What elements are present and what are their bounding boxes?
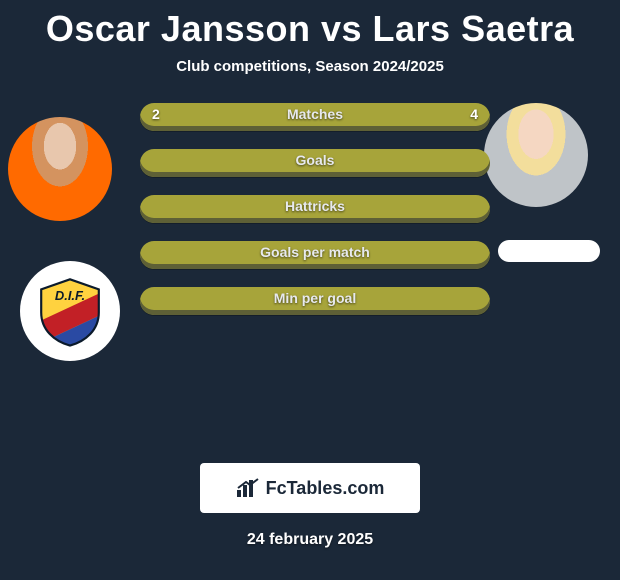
stat-bar-label: Goals per match (140, 244, 490, 260)
stat-bars: Matches2 4 Goals Hattricks Goals per match Mi… (140, 103, 490, 333)
shield-icon: D.I.F. (34, 275, 106, 347)
stat-bar: Hattricks (140, 195, 490, 223)
comparison-panel: D.I.F. Matches2 4 Goals Hattricks Goals per … (0, 103, 620, 463)
date-label: 24 february 2025 (0, 531, 620, 549)
source-badge: FcTables.com (200, 463, 420, 513)
stat-bar-left-value: 2 (152, 106, 160, 122)
player-right-avatar (484, 103, 588, 207)
stat-bar-label: Hattricks (140, 198, 490, 214)
stat-bar-label: Goals (140, 152, 490, 168)
team-left-logo: D.I.F. (20, 261, 120, 361)
stat-bar-label: Matches (140, 106, 490, 122)
source-badge-label: FcTables.com (266, 478, 385, 499)
stat-bar: Min per goal (140, 287, 490, 315)
stat-bar: Goals (140, 149, 490, 177)
stat-bar-label: Min per goal (140, 290, 490, 306)
team-right-logo (498, 240, 600, 262)
svg-text:D.I.F.: D.I.F. (55, 288, 85, 303)
page-title: Oscar Jansson vs Lars Saetra (0, 0, 620, 50)
stat-bar: Goals per match (140, 241, 490, 269)
stat-bar: Matches2 4 (140, 103, 490, 131)
subtitle: Club competitions, Season 2024/2025 (0, 58, 620, 75)
player-left-avatar (8, 117, 112, 221)
bars-icon (236, 478, 260, 498)
stat-bar-right-value: 4 (470, 106, 478, 122)
